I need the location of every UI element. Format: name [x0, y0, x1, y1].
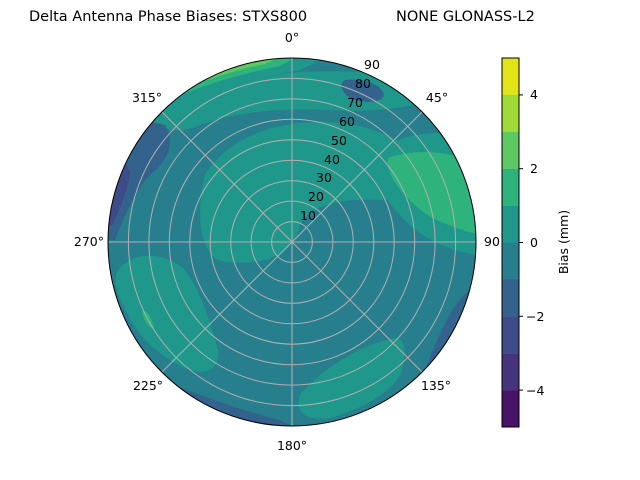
colorbar-tick-2: 2 [530, 161, 538, 176]
radial-label-80: 80 [355, 76, 371, 91]
polar-frame [107, 57, 477, 427]
angle-label-225: 225° [133, 378, 163, 393]
polar-grid [108, 58, 476, 426]
colorbar-tick-neg4: −4 [526, 383, 544, 398]
angle-label-90: 90 [484, 234, 500, 249]
angle-label-0: 0° [285, 30, 299, 45]
colorbar: 4 2 0 −2 −4 Bias (mm) [501, 57, 571, 428]
radial-label-70: 70 [347, 95, 363, 110]
radial-label-60: 60 [339, 114, 355, 129]
radial-label-50: 50 [331, 133, 347, 148]
angle-label-45: 45° [426, 90, 448, 105]
colorbar-tick-4: 4 [530, 87, 538, 102]
radial-label-30: 30 [316, 170, 332, 185]
colorbar-tick-neg2: −2 [526, 309, 544, 324]
radial-label-40: 40 [324, 152, 340, 167]
chart-title: Delta Antenna Phase Biases: STXS800 [29, 9, 308, 25]
radial-label-10: 10 [300, 208, 316, 223]
angle-label-135: 135° [421, 378, 451, 393]
angle-label-180: 180° [277, 438, 307, 453]
angle-label-270: 270° [74, 234, 104, 249]
colorbar-label: Bias (mm) [556, 210, 571, 274]
chart-subtitle: NONE GLONASS-L2 [396, 9, 535, 25]
radial-label-90: 90 [364, 57, 380, 72]
colorbar-tick-0: 0 [530, 235, 538, 250]
angle-label-315: 315° [132, 90, 162, 105]
radial-label-20: 20 [308, 189, 324, 204]
